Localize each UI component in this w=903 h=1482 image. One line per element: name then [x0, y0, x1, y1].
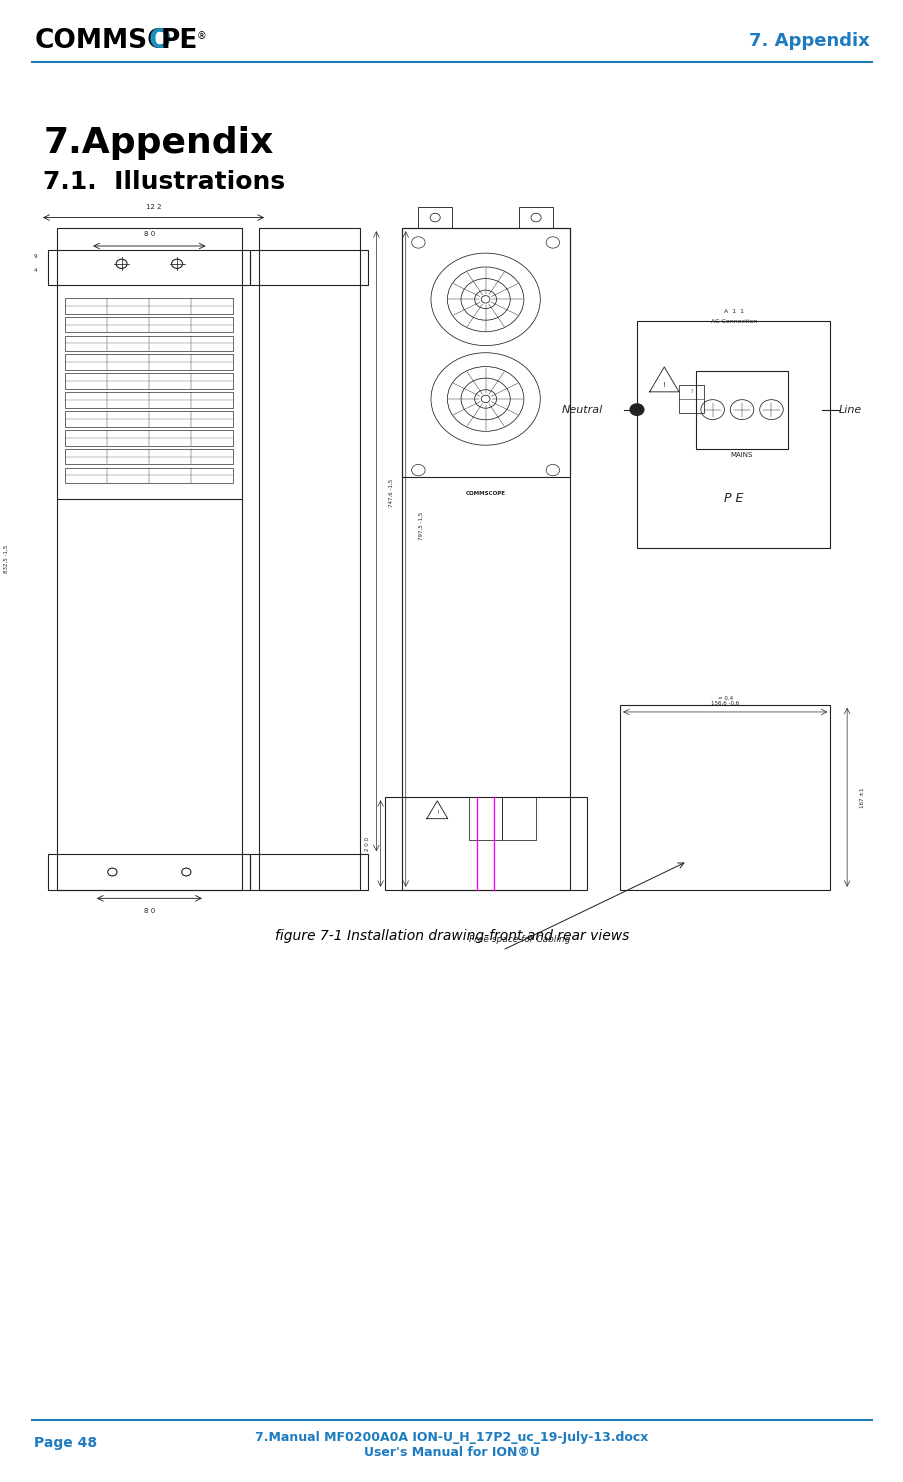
Text: PE: PE	[161, 28, 198, 55]
Text: O: O	[148, 28, 171, 55]
Text: 2 0 0: 2 0 0	[365, 836, 370, 851]
Text: COMMSC: COMMSC	[34, 28, 167, 55]
Bar	[695, 370, 787, 449]
Text: !: !	[435, 811, 438, 815]
Text: 12 2: 12 2	[145, 205, 161, 210]
Bar	[678, 385, 703, 413]
Text: !: !	[662, 382, 665, 388]
Text: 9: 9	[34, 255, 38, 259]
Bar	[65, 335, 233, 351]
Bar	[469, 797, 502, 840]
Text: 7.Appendix: 7.Appendix	[43, 126, 274, 160]
Text: 167 ±1: 167 ±1	[859, 787, 864, 808]
Text: = 0.4: = 0.4	[717, 697, 732, 701]
Bar	[65, 449, 233, 464]
Bar	[65, 411, 233, 427]
Bar	[619, 705, 830, 889]
Text: Free space for Cabling: Free space for Cabling	[468, 935, 569, 944]
Bar	[65, 373, 233, 388]
Bar	[385, 797, 586, 889]
Text: A  1  1: A 1 1	[722, 308, 743, 314]
Text: 4: 4	[34, 268, 38, 273]
Bar	[49, 854, 250, 889]
Circle shape	[628, 403, 644, 416]
Bar	[418, 207, 452, 228]
Bar	[401, 228, 569, 477]
Text: ®: ®	[197, 31, 207, 41]
Bar	[401, 228, 569, 889]
Bar	[250, 249, 368, 285]
Text: 7.1.  Illustrations: 7.1. Illustrations	[43, 170, 285, 194]
Bar	[65, 430, 233, 446]
Text: Neutral: Neutral	[561, 405, 602, 415]
Text: 8 0: 8 0	[144, 231, 154, 237]
Text: AC Connection: AC Connection	[710, 319, 756, 325]
Text: Line: Line	[838, 405, 861, 415]
Text: COMMSCOPE: COMMSCOPE	[465, 492, 505, 496]
Bar	[49, 249, 250, 285]
Text: 7.Manual MF0200A0A ION-U_H_17P2_uc_19-July-13.docx: 7.Manual MF0200A0A ION-U_H_17P2_uc_19-Ju…	[255, 1432, 648, 1443]
Bar	[65, 393, 233, 408]
Bar	[65, 354, 233, 370]
Text: Page 48: Page 48	[34, 1436, 98, 1451]
Bar	[637, 320, 830, 548]
Text: 156,6 -0,6: 156,6 -0,6	[711, 701, 739, 707]
Text: 8 0: 8 0	[144, 907, 154, 913]
Text: User's Manual for ION®U: User's Manual for ION®U	[364, 1446, 539, 1458]
Text: 747,6 -1,5: 747,6 -1,5	[388, 479, 394, 507]
Text: 797,5 -1,5: 797,5 -1,5	[418, 511, 423, 539]
Bar	[250, 854, 368, 889]
Text: figure 7-1 Installation drawing-front and rear views: figure 7-1 Installation drawing-front an…	[275, 929, 628, 943]
Text: 832,5 -1,5: 832,5 -1,5	[4, 545, 9, 574]
Bar	[65, 468, 233, 483]
Bar	[65, 317, 233, 332]
Bar	[518, 207, 553, 228]
Bar	[57, 228, 242, 889]
Bar	[502, 797, 535, 840]
Text: !: !	[690, 390, 692, 394]
Text: 7. Appendix: 7. Appendix	[748, 33, 869, 50]
Text: MAINS: MAINS	[730, 452, 752, 458]
Text: P E: P E	[723, 492, 742, 505]
Bar	[65, 298, 233, 314]
Bar	[258, 228, 359, 889]
